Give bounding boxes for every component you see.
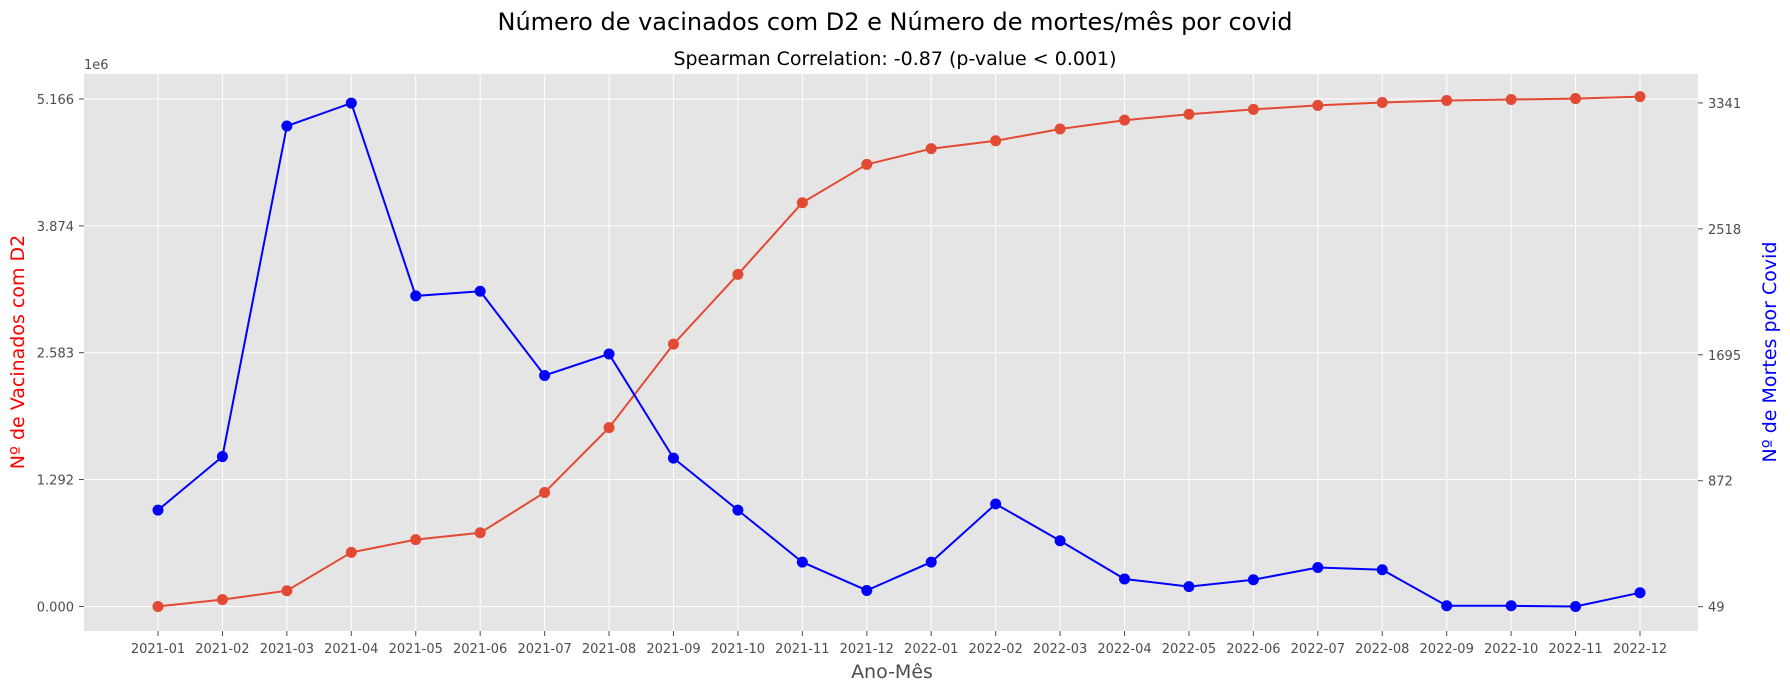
x-tick-label: 2021-10: [711, 642, 765, 657]
left-tick-label: 5.166: [37, 93, 74, 108]
x-tick-label: 2022-07: [1291, 642, 1345, 657]
x-tick-label: 2021-03: [260, 642, 314, 657]
point-vacinados: [990, 135, 1002, 147]
left-y-axis-ticks: 0.000 1.292 2.583 3.874 5.166: [37, 93, 84, 615]
point-vacinados: [925, 143, 937, 155]
point-vacinados: [1376, 96, 1388, 108]
series-line-mortes: [157, 101, 1641, 608]
x-tick-label: 2021-08: [582, 642, 636, 657]
point-vacinados: [1634, 91, 1646, 103]
point-mortes: [410, 290, 422, 302]
point-mortes: [539, 369, 551, 381]
chart-subtitle: Spearman Correlation: -0.87 (p-value < 0…: [673, 48, 1116, 70]
point-vacinados: [539, 486, 551, 498]
point-mortes: [925, 556, 937, 568]
x-tick-label: 2022-04: [1097, 642, 1151, 657]
right-tick-label: 872: [1708, 475, 1733, 490]
point-mortes: [152, 504, 164, 516]
right-tick-label: 2518: [1708, 223, 1741, 238]
point-mortes: [1119, 573, 1131, 585]
point-mortes: [1376, 564, 1388, 576]
point-mortes: [1505, 600, 1517, 612]
x-tick-label: 2022-03: [1033, 642, 1087, 657]
point-mortes: [1570, 601, 1582, 613]
point-mortes: [1441, 600, 1453, 612]
point-mortes: [1634, 587, 1646, 599]
y-axis-label-right: Nº de Mortes por Covid: [1759, 242, 1781, 463]
left-axis-scale-label: 1e6: [84, 58, 109, 73]
x-tick-label: 2021-12: [840, 642, 894, 657]
point-mortes: [1247, 574, 1259, 586]
x-tick-label: 2022-01: [904, 642, 958, 657]
x-tick-label: 2022-08: [1355, 642, 1409, 657]
point-vacinados: [667, 338, 679, 350]
point-vacinados: [1119, 114, 1131, 126]
point-vacinados: [1183, 108, 1195, 120]
point-vacinados: [474, 527, 486, 539]
point-mortes: [732, 504, 744, 516]
x-tick-label: 2021-04: [324, 642, 378, 657]
point-mortes: [667, 452, 679, 464]
x-tick-label: 2022-10: [1484, 642, 1538, 657]
x-tick-label: 2022-02: [968, 642, 1022, 657]
point-mortes: [796, 556, 808, 568]
point-mortes: [474, 285, 486, 297]
point-vacinados: [1570, 93, 1582, 105]
point-vacinados: [216, 594, 228, 606]
x-tick-label: 2022-11: [1548, 642, 1602, 657]
point-vacinados: [345, 546, 357, 558]
point-vacinados: [732, 268, 744, 280]
point-vacinados: [152, 600, 164, 612]
point-mortes: [1054, 535, 1066, 547]
x-tick-label: 2022-05: [1162, 642, 1216, 657]
right-y-axis-ticks: 49 872 1695 2518 3341: [1698, 97, 1741, 616]
series-lines: [157, 95, 1641, 608]
point-vacinados: [410, 534, 422, 546]
left-tick-label: 1.292: [37, 474, 74, 489]
x-axis-label: Ano-Mês: [851, 661, 933, 683]
right-tick-label: 49: [1708, 601, 1725, 616]
x-tick-label: 2022-09: [1420, 642, 1474, 657]
left-tick-label: 3.874: [37, 220, 74, 235]
point-mortes: [345, 97, 357, 109]
chart-title: Número de vacinados com D2 e Número de m…: [498, 8, 1293, 36]
point-mortes: [1312, 561, 1324, 573]
point-vacinados: [1054, 123, 1066, 135]
right-tick-label: 3341: [1708, 97, 1741, 112]
point-mortes: [1183, 581, 1195, 593]
x-tick-label: 2021-07: [517, 642, 571, 657]
series-line-vacinados: [157, 95, 1641, 608]
x-tick-label: 2021-05: [389, 642, 443, 657]
x-tick-label: 2021-11: [775, 642, 829, 657]
right-tick-label: 1695: [1708, 349, 1741, 364]
x-tick-label: 2022-06: [1226, 642, 1280, 657]
point-mortes: [990, 498, 1002, 510]
point-vacinados: [1505, 94, 1517, 106]
point-vacinados: [796, 197, 808, 209]
point-vacinados: [281, 585, 293, 597]
point-mortes: [603, 348, 615, 360]
series-markers: [152, 91, 1646, 613]
x-tick-label: 2021-06: [453, 642, 507, 657]
point-vacinados: [861, 158, 873, 170]
x-axis-ticks: 2021-01 2021-02 2021-03 2021-04 2021-05 2021-…: [131, 631, 1667, 657]
point-mortes: [861, 584, 873, 596]
grid-lines: [84, 74, 1698, 631]
x-tick-label: 2022-12: [1613, 642, 1667, 657]
point-mortes: [216, 451, 228, 463]
point-vacinados: [603, 422, 615, 434]
point-vacinados: [1441, 95, 1453, 107]
left-tick-label: 0.000: [37, 600, 74, 615]
y-axis-label-left: Nº de Vacinados com D2: [7, 235, 29, 470]
x-tick-label: 2021-01: [131, 642, 185, 657]
x-tick-label: 2021-02: [195, 642, 249, 657]
point-mortes: [281, 120, 293, 132]
left-tick-label: 2.583: [37, 347, 74, 362]
point-vacinados: [1312, 99, 1324, 111]
x-tick-label: 2021-09: [646, 642, 700, 657]
point-vacinados: [1247, 103, 1259, 115]
